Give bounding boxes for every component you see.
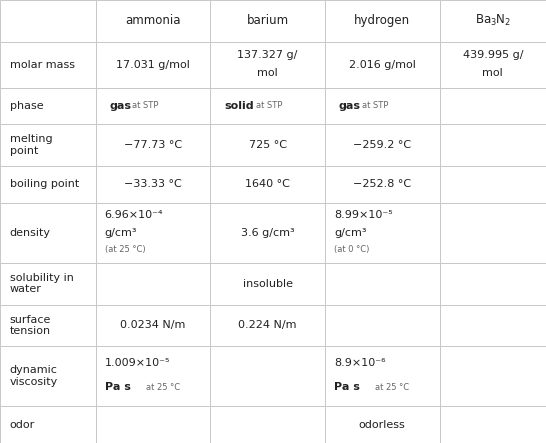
Text: 17.031 g/mol: 17.031 g/mol [116, 60, 190, 70]
Text: at STP: at STP [132, 101, 159, 110]
Bar [0, 0, 96, 42]
Text: at STP: at STP [256, 101, 282, 110]
Text: ammonia: ammonia [125, 14, 181, 27]
Bar [210, 304, 325, 346]
Bar [440, 0, 546, 42]
Text: gas: gas [109, 101, 131, 111]
Bar [210, 346, 325, 406]
Text: gas: gas [339, 101, 360, 111]
Bar [325, 42, 440, 88]
Bar [325, 406, 440, 443]
Bar [325, 346, 440, 406]
Text: 1640 °C: 1640 °C [245, 179, 290, 189]
Bar [210, 0, 325, 42]
Bar [210, 42, 325, 88]
Bar [0, 166, 96, 203]
Bar [0, 42, 96, 88]
Text: g/cm³: g/cm³ [334, 228, 366, 238]
Bar [440, 406, 546, 443]
Bar [440, 166, 546, 203]
Text: hydrogen: hydrogen [354, 14, 410, 27]
Bar [0, 203, 96, 263]
Text: boiling point: boiling point [9, 179, 79, 189]
Bar [96, 124, 210, 166]
Text: surface
tension: surface tension [9, 315, 51, 336]
Text: Pa s: Pa s [334, 382, 360, 392]
Bar [440, 88, 546, 124]
Bar [96, 42, 210, 88]
Text: g/cm³: g/cm³ [105, 228, 137, 238]
Bar [0, 124, 96, 166]
Text: 439.995 g/: 439.995 g/ [462, 51, 523, 61]
Text: mol: mol [482, 68, 503, 78]
Text: insoluble: insoluble [242, 279, 293, 289]
Text: melting
point: melting point [9, 134, 52, 156]
Text: −33.33 °C: −33.33 °C [124, 179, 182, 189]
Bar [210, 166, 325, 203]
Text: mol: mol [257, 68, 278, 78]
Bar [325, 0, 440, 42]
Text: barium: barium [246, 14, 289, 27]
Text: 0.0234 N/m: 0.0234 N/m [120, 320, 186, 330]
Bar [325, 263, 440, 304]
Text: solubility in
water: solubility in water [9, 273, 73, 295]
Text: at 25 °C: at 25 °C [375, 383, 410, 392]
Text: density: density [9, 228, 51, 238]
Bar [210, 88, 325, 124]
Text: (at 25 °C): (at 25 °C) [105, 245, 145, 254]
Bar [96, 0, 210, 42]
Bar [96, 263, 210, 304]
Text: dynamic
viscosity: dynamic viscosity [9, 365, 58, 387]
Bar [440, 263, 546, 304]
Bar [0, 263, 96, 304]
Text: molar mass: molar mass [9, 60, 75, 70]
Bar [96, 346, 210, 406]
Text: solid: solid [224, 101, 253, 111]
Bar [210, 203, 325, 263]
Bar [96, 88, 210, 124]
Text: Pa s: Pa s [105, 382, 130, 392]
Text: at 25 °C: at 25 °C [146, 383, 180, 392]
Bar [210, 263, 325, 304]
Bar [440, 346, 546, 406]
Bar [96, 203, 210, 263]
Bar [0, 88, 96, 124]
Bar [440, 124, 546, 166]
Text: 137.327 g/: 137.327 g/ [238, 51, 298, 61]
Bar [0, 406, 96, 443]
Text: −252.8 °C: −252.8 °C [353, 179, 411, 189]
Text: −77.73 °C: −77.73 °C [124, 140, 182, 150]
Bar [325, 88, 440, 124]
Bar [440, 203, 546, 263]
Bar [210, 406, 325, 443]
Bar [0, 304, 96, 346]
Text: odorless: odorless [359, 420, 406, 430]
Text: 8.9×10⁻⁶: 8.9×10⁻⁶ [334, 358, 385, 368]
Text: 8.99×10⁻⁵: 8.99×10⁻⁵ [334, 210, 393, 220]
Bar [0, 346, 96, 406]
Text: at STP: at STP [361, 101, 388, 110]
Bar [325, 304, 440, 346]
Text: Ba$_3$N$_2$: Ba$_3$N$_2$ [474, 13, 511, 28]
Text: 1.009×10⁻⁵: 1.009×10⁻⁵ [105, 358, 170, 368]
Text: 2.016 g/mol: 2.016 g/mol [349, 60, 416, 70]
Text: 0.224 N/m: 0.224 N/m [238, 320, 297, 330]
Text: 3.6 g/cm³: 3.6 g/cm³ [241, 228, 294, 238]
Text: (at 0 °C): (at 0 °C) [334, 245, 370, 254]
Bar [210, 124, 325, 166]
Bar [325, 166, 440, 203]
Text: −259.2 °C: −259.2 °C [353, 140, 411, 150]
Bar [440, 304, 546, 346]
Bar [325, 203, 440, 263]
Bar [96, 304, 210, 346]
Bar [96, 166, 210, 203]
Text: 725 °C: 725 °C [248, 140, 287, 150]
Text: 6.96×10⁻⁴: 6.96×10⁻⁴ [105, 210, 163, 220]
Bar [96, 406, 210, 443]
Bar [325, 124, 440, 166]
Bar [440, 42, 546, 88]
Text: phase: phase [9, 101, 43, 111]
Text: odor: odor [9, 420, 35, 430]
